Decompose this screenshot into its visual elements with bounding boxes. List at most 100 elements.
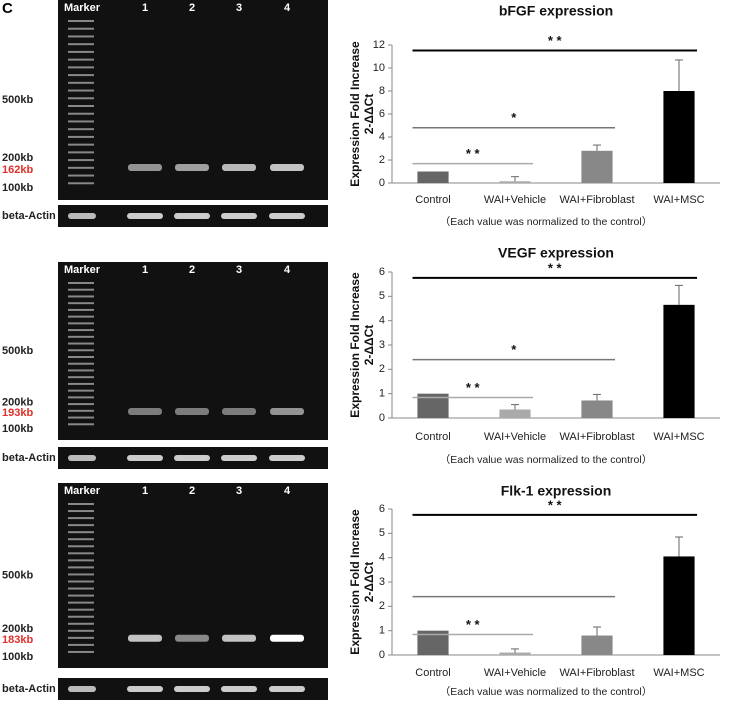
size-label: 200kb bbox=[2, 152, 33, 164]
marker-band bbox=[68, 50, 94, 53]
sample-band bbox=[222, 164, 256, 171]
y-tick-label: 4 bbox=[379, 131, 385, 143]
significance-label: * * bbox=[548, 33, 563, 48]
y-axis-label: Expression Fold Increase bbox=[348, 41, 362, 187]
error-bar bbox=[511, 176, 519, 182]
marker-band bbox=[68, 587, 94, 590]
marker-band bbox=[68, 27, 94, 30]
marker-band bbox=[68, 143, 94, 146]
lane-label: Marker bbox=[64, 485, 101, 497]
marker-band bbox=[68, 650, 94, 653]
size-label: 162kb bbox=[2, 164, 33, 176]
marker-band bbox=[68, 594, 94, 597]
x-tick-label: WAI+MSC bbox=[653, 431, 704, 443]
marker-band bbox=[68, 128, 94, 131]
x-tick-label: Control bbox=[415, 431, 450, 443]
loading-control-label: beta-Actin bbox=[2, 683, 56, 695]
x-tick-label: WAI+MSC bbox=[653, 194, 704, 206]
marker-band bbox=[68, 329, 94, 332]
y-tick-label: 6 bbox=[379, 108, 385, 120]
marker-band bbox=[68, 396, 94, 399]
y-tick-label: 4 bbox=[379, 315, 385, 327]
marker-band bbox=[68, 573, 94, 576]
lane-label: 2 bbox=[189, 485, 195, 497]
marker-band bbox=[68, 151, 94, 154]
sample-band bbox=[222, 634, 256, 642]
marker-band bbox=[68, 517, 94, 520]
marker-band bbox=[68, 608, 94, 611]
y-tick-label: 2 bbox=[379, 363, 385, 375]
y-tick-label: 8 bbox=[379, 85, 385, 97]
lane-label: 4 bbox=[284, 2, 291, 14]
lane-label: 3 bbox=[236, 485, 242, 497]
actin-marker-band bbox=[68, 455, 96, 461]
y-tick-label: 1 bbox=[379, 388, 385, 400]
lane-label: 1 bbox=[142, 485, 148, 497]
actin-marker-band bbox=[68, 213, 96, 219]
marker-band bbox=[68, 105, 94, 107]
marker-band bbox=[68, 20, 94, 22]
marker-band bbox=[68, 35, 94, 38]
x-tick-label: Control bbox=[415, 194, 450, 206]
y-tick-label: 5 bbox=[379, 527, 385, 539]
size-label: 200kb bbox=[2, 623, 33, 635]
marker-band bbox=[68, 382, 94, 385]
bar bbox=[499, 409, 531, 418]
actin-band bbox=[269, 455, 305, 461]
size-label: 100kb bbox=[2, 182, 33, 194]
bar bbox=[581, 150, 613, 183]
marker-band bbox=[68, 295, 94, 298]
y-tick-label: 2 bbox=[379, 600, 385, 612]
marker-band bbox=[68, 629, 94, 632]
bar bbox=[663, 556, 695, 655]
loading-control-label: beta-Actin bbox=[2, 210, 56, 222]
size-label: 100kb bbox=[2, 651, 33, 663]
sample-band bbox=[222, 407, 256, 415]
sample-band bbox=[128, 634, 162, 642]
y-axis-label: Expression Fold Increase bbox=[348, 272, 362, 418]
bar bbox=[581, 400, 613, 418]
marker-band bbox=[68, 538, 94, 541]
marker-band bbox=[68, 120, 94, 123]
y-tick-label: 0 bbox=[379, 649, 385, 661]
actin-band bbox=[127, 686, 163, 692]
actin-band bbox=[269, 686, 305, 692]
y-tick-label: 3 bbox=[379, 339, 385, 351]
bar bbox=[417, 171, 449, 183]
marker-band bbox=[68, 58, 94, 61]
marker-band bbox=[68, 308, 94, 311]
error-bar bbox=[511, 404, 519, 410]
lane-label: 4 bbox=[284, 485, 291, 497]
marker-band bbox=[68, 510, 94, 513]
marker-band bbox=[68, 643, 94, 646]
sample-band bbox=[270, 634, 304, 642]
significance-label: * * bbox=[548, 260, 563, 275]
significance-label: * * bbox=[466, 380, 481, 395]
size-label: 183kb bbox=[2, 634, 33, 646]
actin-band bbox=[174, 686, 210, 692]
marker-band bbox=[68, 356, 94, 358]
y-tick-label: 1 bbox=[379, 625, 385, 637]
chart-note: （Each value was normalized to the contro… bbox=[440, 686, 652, 698]
y-axis-label: Expression Fold Increase bbox=[348, 509, 362, 655]
size-label: 500kb bbox=[2, 345, 33, 357]
y-tick-label: 3 bbox=[379, 576, 385, 588]
sample-band bbox=[270, 407, 304, 415]
marker-band bbox=[68, 159, 94, 162]
marker-band bbox=[68, 503, 94, 505]
error-bar bbox=[511, 648, 519, 653]
y-tick-label: 2 bbox=[379, 154, 385, 166]
marker-band bbox=[68, 580, 94, 583]
marker-band bbox=[68, 552, 94, 555]
marker-band bbox=[68, 531, 94, 534]
marker-band bbox=[68, 302, 94, 305]
chart-note: （Each value was normalized to the contro… bbox=[440, 454, 652, 466]
chart-title: Flk-1 expression bbox=[501, 483, 612, 499]
size-label: 200kb bbox=[2, 397, 33, 409]
sample-band bbox=[270, 164, 304, 171]
marker-band bbox=[68, 403, 94, 406]
marker-band bbox=[68, 322, 94, 325]
bar bbox=[581, 635, 613, 655]
marker-band bbox=[68, 615, 94, 618]
